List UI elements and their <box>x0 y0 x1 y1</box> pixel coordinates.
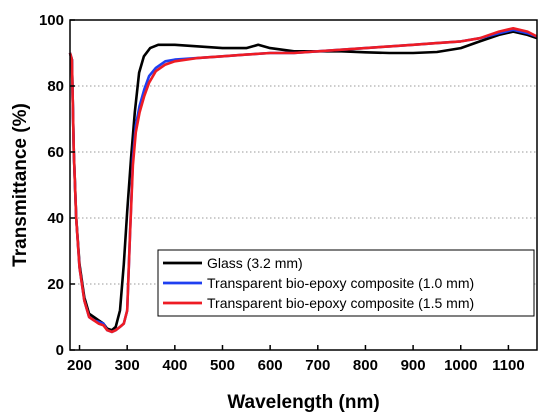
y-tick-label-0: 0 <box>56 342 64 359</box>
y-tick-label-20: 20 <box>47 276 64 293</box>
y-tick-label-40: 40 <box>47 210 64 227</box>
x-tick-label-700: 700 <box>305 357 330 374</box>
x-tick-label-400: 400 <box>162 357 187 374</box>
legend: Glass (3.2 mm) Transparent bio-epoxy comp… <box>157 249 535 317</box>
series-line-2 <box>68 27 538 334</box>
x-tick-label-1100: 1100 <box>492 357 525 374</box>
x-tick-label-500: 500 <box>210 357 235 374</box>
legend-label-2: Transparent bio-epoxy composite (1.5 mm) <box>207 295 474 311</box>
legend-label-1: Transparent bio-epoxy composite (1.0 mm) <box>207 275 474 291</box>
x-axis-title: Wavelength (nm) <box>227 392 379 413</box>
legend-label-0: Glass (3.2 mm) <box>207 255 303 271</box>
y-axis-title: Transmittance (%) <box>10 103 31 267</box>
plot-frame <box>69 19 538 351</box>
legend-box <box>157 249 535 317</box>
series-lines <box>68 27 538 334</box>
series-line-0 <box>68 30 538 332</box>
y-tick-label-80: 80 <box>47 78 64 95</box>
y-tick-label-100: 100 <box>39 12 64 29</box>
axis-ticks: 200 300 400 500 600 700 800 900 1000 1100 0 20 40 60 8… <box>39 12 525 374</box>
x-tick-label-800: 800 <box>353 357 378 374</box>
x-tick-label-300: 300 <box>115 357 140 374</box>
x-tick-label-200: 200 <box>67 357 92 374</box>
legend-items: Glass (3.2 mm) Transparent bio-epoxy comp… <box>163 255 474 311</box>
y-tick-label-60: 60 <box>47 144 64 161</box>
x-tick-label-900: 900 <box>401 357 426 374</box>
x-tick-label-1000: 1000 <box>444 357 477 374</box>
x-tick-label-600: 600 <box>258 357 283 374</box>
